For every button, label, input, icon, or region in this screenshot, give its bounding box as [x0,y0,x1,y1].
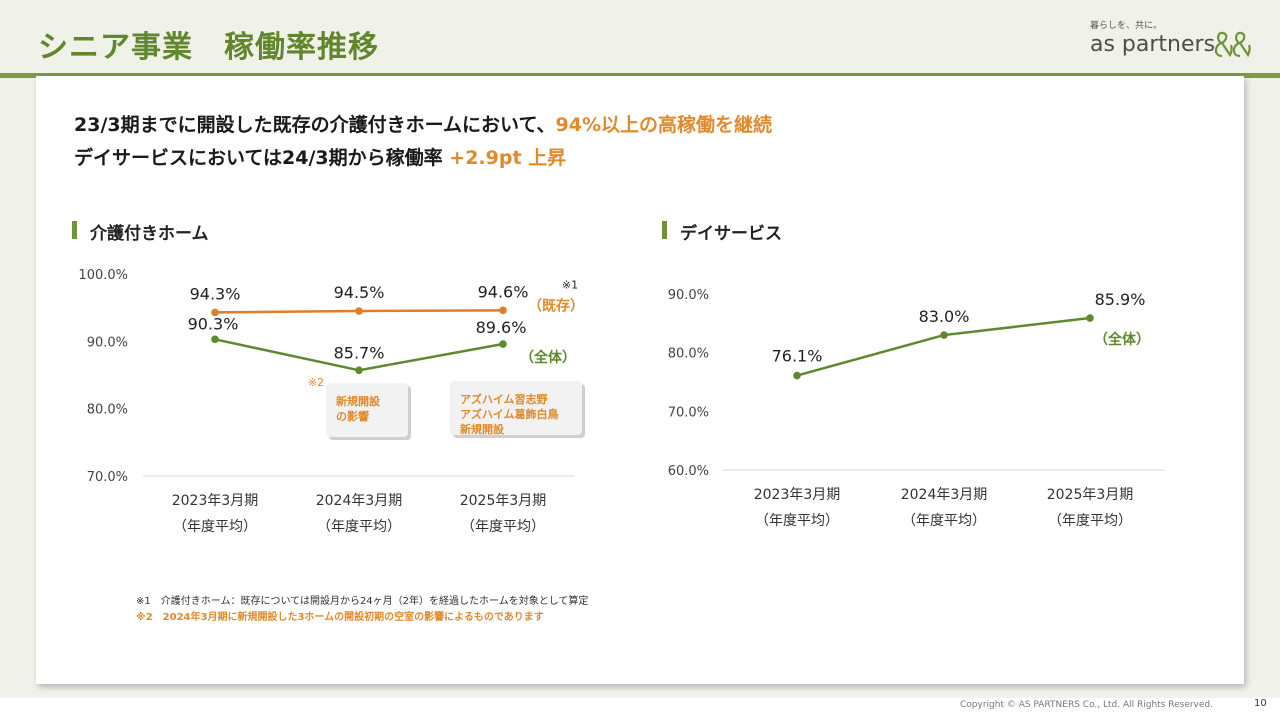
series-total-home-point [355,366,363,375]
series-total-home-data-label: 90.3% [188,314,239,333]
series-total-day-point [940,331,948,339]
page-title: シニア事業 稼働率推移 [38,30,379,65]
logo-name: as partners [1090,32,1216,57]
y-tick-label: 90.0% [668,288,709,303]
x-tick-label: 2024年3月期 [316,493,403,509]
x-tick-label: 2023年3月期 [754,487,841,503]
headline-2-accent: +2.9pt 上昇 [449,147,567,169]
x-tick-label: 2024年3月期 [901,487,988,503]
series-total-day-line [796,316,1091,377]
content-card [36,76,1244,684]
series-total-home-data-label: 85.7% [334,343,385,362]
x-tick-label: 2023年3月期 [172,493,259,509]
y-tick-label: 100.0% [78,268,128,283]
annotation-new-opening-box [326,383,408,437]
company-logo: 暮らしを、共に。 as partners [1090,18,1260,62]
series-total-home-name: （全体） [520,349,576,366]
series-existing-data-label: 94.3% [190,284,241,303]
header-bar [0,0,1280,74]
series-total-day-data-label: 85.9% [1095,290,1146,309]
series-existing-data-label: 94.5% [334,283,385,302]
x-tick-label: 2025年3月期 [1047,487,1134,503]
series-existing-point [499,306,507,315]
x-tick-sublabel: （年度平均） [173,519,257,535]
logo-tagline: 暮らしを、共に。 [1090,21,1163,31]
annotation-mark-2: ※2 [308,376,324,389]
series-existing-note: ※1 [562,278,578,291]
series-total-home-point [211,335,219,344]
annotation-azuheim-text: 新規開設 [460,422,505,436]
annotation-azuheim-box [450,381,582,435]
ampersand-logo-icon [1214,31,1251,58]
x-tick-sublabel: （年度平均） [755,513,839,529]
annotation-azuheim-text: アズハイム葛飾白鳥 [460,407,559,421]
section-title-home: 介護付きホーム [90,224,209,244]
series-total-home-data-label: 89.6% [476,318,527,337]
x-tick-sublabel: （年度平均） [461,519,545,535]
headline-line-2: デイサービスにおいては24/3期から稼働率 +2.9pt 上昇 [74,143,566,170]
x-tick-sublabel: （年度平均） [1048,513,1132,529]
headline-1-accent: 94%以上の高稼働を継続 [555,114,772,136]
series-total-day-point [1086,314,1094,322]
series-existing-data-label: 94.6% [478,282,529,301]
annotation-azuheim-text: アズハイム習志野 [460,392,548,406]
section-title-day: デイサービス [680,224,782,244]
page-number: 10 [1254,698,1267,709]
series-total-day-name: （全体） [1094,331,1150,348]
section-marker-day [662,221,667,239]
footnote-1: ※1 介護付きホーム：既存については開設月から24ヶ月（2年）を経過したホームを… [136,596,589,607]
series-total-home-point [499,340,507,348]
series-existing-point [355,307,363,315]
series-total-day-point [793,371,801,380]
series-total-day-data-label: 76.1% [772,347,823,366]
y-tick-label: 80.0% [87,403,128,418]
x-tick-label: 2025年3月期 [460,493,547,509]
y-tick-label: 90.0% [87,335,128,350]
annotation-new-opening-text: 新規開設 [336,394,381,408]
series-existing-point [211,308,219,317]
headline-1-text: 23/3期までに開設した既存の介護付きホームにおいて、 [74,114,556,136]
y-tick-label: 60.0% [668,464,709,479]
y-tick-label: 70.0% [668,405,709,420]
x-tick-sublabel: （年度平均） [317,519,401,535]
y-tick-label: 70.0% [87,470,128,485]
headline-2-text: デイサービスにおいては24/3期から稼働率 [74,147,450,169]
x-tick-sublabel: （年度平均） [902,513,986,529]
headline-line-1: 23/3期までに開設した既存の介護付きホームにおいて、94%以上の高稼働を継続 [74,110,772,137]
section-marker-home [72,221,77,239]
series-existing-name: （既存） [528,297,584,314]
y-tick-label: 80.0% [668,347,709,362]
header-rule [0,73,1280,78]
annotation-new-opening-text: の影響 [336,409,369,423]
footnote-2: ※2 2024年3月期に新規開設した3ホームの開設初期の空室の影響によるものであ… [136,612,544,623]
series-total-day-data-label: 83.0% [919,307,970,326]
copyright: Copyright © AS PARTNERS Co., Ltd. All Ri… [960,700,1213,710]
